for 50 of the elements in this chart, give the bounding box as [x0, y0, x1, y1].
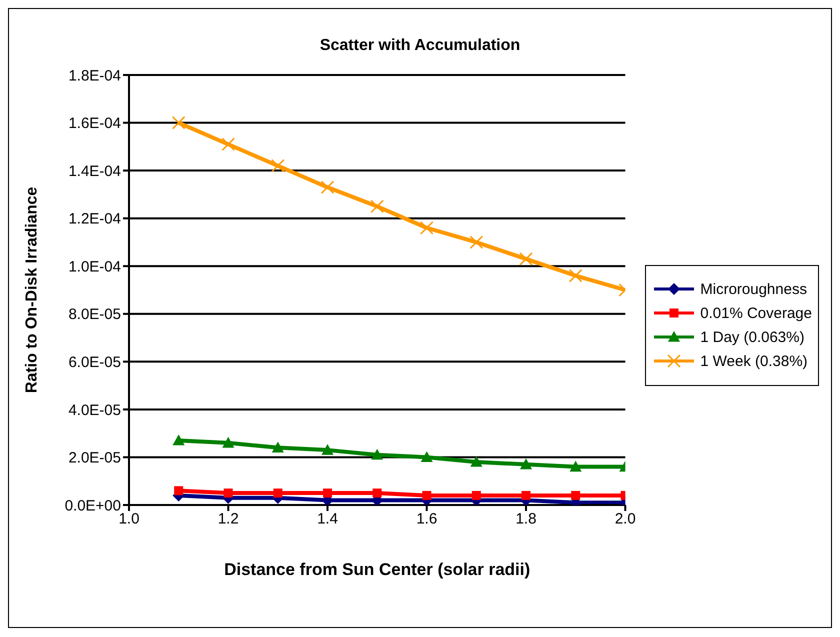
y-tick-label: 1.8E-04 — [68, 67, 121, 84]
y-tick-label: 8.0E-05 — [68, 306, 121, 324]
x-tick-label: 1.4 — [317, 510, 338, 528]
y-tick-label: 0.0E+00 — [64, 497, 121, 514]
point — [571, 490, 580, 500]
point — [172, 116, 186, 130]
x-tick-label: 2.0 — [614, 510, 636, 528]
point — [370, 200, 384, 214]
point — [520, 458, 532, 470]
point — [470, 456, 482, 467]
x-tick-label: 1.0 — [118, 510, 140, 528]
point — [320, 180, 334, 194]
point — [371, 448, 384, 460]
y-tick-label: 1.2E-04 — [68, 210, 121, 228]
legend-label: 1 Day (0.063%) — [700, 328, 804, 346]
y-tick-label: 6.0E-05 — [68, 354, 121, 371]
point — [472, 490, 481, 500]
point — [522, 490, 530, 500]
point — [273, 488, 282, 498]
y-axis-title: Ratio to On-Disk Irradiance — [24, 186, 41, 394]
y-tick-label: 1.4E-04 — [68, 162, 121, 180]
point — [322, 444, 334, 455]
y-tick-label: 1.0E-04 — [68, 258, 121, 276]
x-axis-title: Distance from Sun Center (solar radii) — [224, 560, 530, 579]
y-tick-label: 2.0E-05 — [68, 450, 121, 467]
x-tick-label: 1.6 — [416, 510, 438, 528]
point — [568, 268, 582, 282]
point — [420, 451, 433, 462]
point — [222, 138, 235, 152]
y-tick-label: 4.0E-05 — [68, 402, 121, 419]
point — [224, 488, 233, 498]
legend-label: 0.01% Coverage — [700, 304, 812, 322]
point — [222, 436, 234, 448]
chart-title: Scatter with Accumulation — [318, 36, 522, 55]
point — [272, 442, 284, 452]
point — [519, 252, 533, 266]
x-tick-label: 1.2 — [218, 510, 239, 528]
point — [420, 221, 434, 235]
legend-label: Microroughness — [700, 280, 807, 298]
point — [172, 434, 185, 446]
legend-label: 1 Week (0.38%) — [700, 352, 808, 370]
point — [372, 488, 382, 498]
x-tick-label: 1.8 — [516, 510, 536, 528]
point — [422, 490, 432, 500]
point — [323, 488, 332, 498]
point — [470, 235, 484, 249]
point — [271, 159, 285, 173]
point — [174, 486, 184, 496]
y-tick-label: 1.6E-04 — [68, 115, 121, 132]
point — [570, 460, 582, 472]
